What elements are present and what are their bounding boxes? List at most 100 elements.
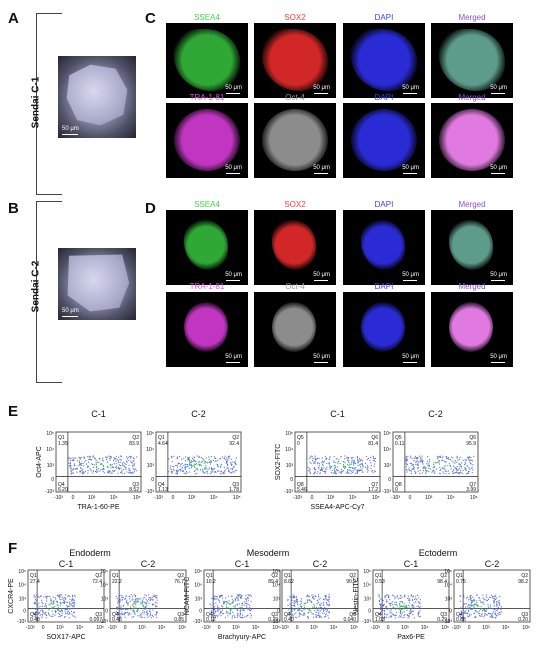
event-dot xyxy=(41,608,43,610)
event-dot xyxy=(399,605,401,608)
event-dot xyxy=(110,456,112,458)
event-dot xyxy=(444,465,446,467)
event-dot xyxy=(132,464,134,466)
event-dot xyxy=(426,470,428,472)
event-dot xyxy=(351,461,353,463)
event-dot xyxy=(141,603,143,605)
event-dot xyxy=(473,606,475,608)
event-dot xyxy=(403,615,405,617)
event-dot xyxy=(290,605,292,608)
y-tick-label: 10⁵ xyxy=(146,431,154,437)
event-dot xyxy=(491,616,493,618)
event-dot xyxy=(249,605,251,607)
event-dot xyxy=(310,462,312,464)
event-dot xyxy=(115,455,117,457)
event-dot xyxy=(48,613,50,615)
event-dot xyxy=(184,468,186,470)
event-dot xyxy=(444,469,446,471)
panel-label-a: A xyxy=(8,10,19,27)
event-dot xyxy=(469,457,471,459)
panel-label-e: E xyxy=(8,403,19,420)
event-dot xyxy=(130,608,132,610)
x-tick-label: 10³ xyxy=(401,625,409,631)
event-dot xyxy=(64,608,66,610)
event-dot xyxy=(383,610,386,612)
event-dot xyxy=(348,472,350,474)
condition-label: C-2 xyxy=(428,409,443,419)
event-dot xyxy=(392,604,394,606)
event-dot xyxy=(121,611,123,613)
event-dot xyxy=(329,465,331,467)
event-dot xyxy=(467,471,469,473)
event-dot xyxy=(135,603,137,606)
event-dot xyxy=(314,469,316,471)
event-dot xyxy=(61,612,63,614)
event-dot xyxy=(235,462,237,464)
event-dot xyxy=(135,607,137,609)
event-dot xyxy=(50,598,52,600)
event-dot xyxy=(230,468,232,470)
event-dot xyxy=(227,602,229,604)
event-dot xyxy=(485,599,487,601)
fluorescence-image-merged: 50 μm xyxy=(431,23,513,98)
marker-label-sox2: SOX2 xyxy=(284,13,306,22)
event-dot xyxy=(70,605,72,607)
event-dot xyxy=(438,472,440,474)
event-dot xyxy=(240,597,242,599)
event-dot xyxy=(347,463,349,466)
quadrant-name: Q2 xyxy=(132,435,139,441)
event-dot xyxy=(134,602,136,604)
event-dot xyxy=(466,596,469,598)
event-dot xyxy=(400,605,403,607)
event-dot xyxy=(111,472,113,474)
event-dot xyxy=(141,601,144,604)
event-dot xyxy=(225,469,227,471)
event-dot xyxy=(226,460,228,462)
fluorescence-image-merged: 50 μm xyxy=(431,210,513,285)
event-dot xyxy=(111,466,114,468)
event-dot xyxy=(428,465,430,467)
event-dot xyxy=(485,594,487,596)
event-dot xyxy=(67,595,69,597)
event-dot xyxy=(390,616,393,618)
event-dot xyxy=(466,608,468,610)
event-dot xyxy=(237,613,239,615)
event-dot xyxy=(212,597,214,599)
event-dot xyxy=(116,608,118,610)
event-dot xyxy=(238,603,240,605)
event-dot xyxy=(213,598,215,600)
event-dot xyxy=(92,472,94,474)
event-dot xyxy=(51,601,53,603)
event-dot xyxy=(128,459,130,461)
event-dot xyxy=(109,464,111,466)
event-dot xyxy=(155,611,157,613)
event-dot xyxy=(493,608,495,611)
event-dot xyxy=(314,462,316,464)
y-tick-label: 10⁴ xyxy=(194,583,202,589)
event-dot xyxy=(58,595,60,597)
event-dot xyxy=(123,465,125,467)
event-dot xyxy=(216,598,218,600)
event-dot xyxy=(419,455,421,457)
event-dot xyxy=(231,464,233,466)
event-dot xyxy=(226,611,228,613)
condition-label: C-2 xyxy=(191,409,206,419)
event-dot xyxy=(471,608,473,610)
event-dot xyxy=(217,609,219,611)
event-dot xyxy=(129,470,131,472)
event-dot xyxy=(64,596,66,599)
event-dot xyxy=(393,614,395,617)
event-dot xyxy=(132,468,134,470)
event-dot xyxy=(102,464,104,466)
scale-bar-label: 50 μm xyxy=(313,272,330,278)
x-tick-label: 10⁵ xyxy=(441,625,449,631)
x-tick-label: 0 xyxy=(124,625,127,631)
event-dot xyxy=(117,613,119,615)
event-dot xyxy=(465,467,467,469)
fluorescence-image-tra: 50 μm xyxy=(166,103,248,178)
event-dot xyxy=(292,602,294,604)
event-dot xyxy=(315,606,317,608)
event-dot xyxy=(404,607,406,609)
event-dot xyxy=(144,606,146,609)
y-tick-label: 10³ xyxy=(384,463,392,469)
